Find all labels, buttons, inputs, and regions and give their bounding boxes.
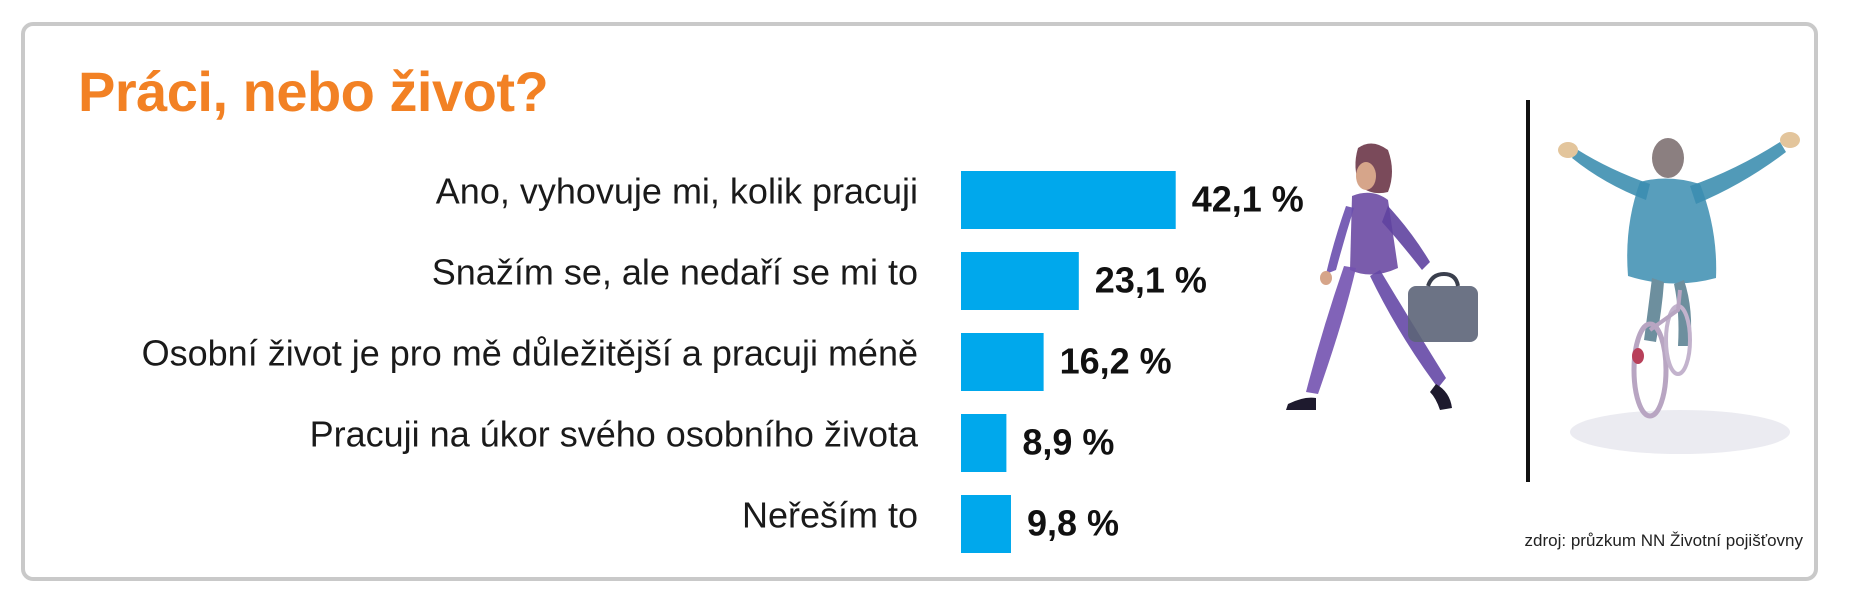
value-label: 8,9 % bbox=[1022, 422, 1114, 463]
man-on-bicycle-illustration bbox=[1558, 132, 1800, 454]
source-note: zdroj: průzkum NN Životní pojišťovny bbox=[1524, 531, 1803, 550]
infographic-frame bbox=[21, 22, 1818, 581]
category-label: Neřeším to bbox=[742, 495, 918, 536]
woman-with-briefcase-illustration bbox=[1286, 143, 1478, 410]
bar bbox=[961, 252, 1079, 310]
bar bbox=[961, 171, 1176, 229]
category-label: Pracuji na úkor svého osobního života bbox=[310, 414, 919, 455]
chart-title: Práci, nebo život? bbox=[78, 60, 549, 123]
bar bbox=[961, 333, 1044, 391]
category-label: Snažím se, ale nedaří se mi to bbox=[432, 252, 918, 293]
value-label: 9,8 % bbox=[1027, 503, 1119, 544]
category-label: Osobní život je pro mě důležitější a pra… bbox=[142, 333, 918, 374]
value-label: 23,1 % bbox=[1095, 260, 1207, 301]
bar bbox=[961, 495, 1011, 553]
vertical-divider bbox=[1526, 100, 1530, 482]
category-label: Ano, vyhovuje mi, kolik pracuji bbox=[436, 171, 918, 212]
value-label: 16,2 % bbox=[1060, 341, 1172, 382]
value-label: 42,1 % bbox=[1192, 179, 1304, 220]
bar bbox=[961, 414, 1007, 472]
